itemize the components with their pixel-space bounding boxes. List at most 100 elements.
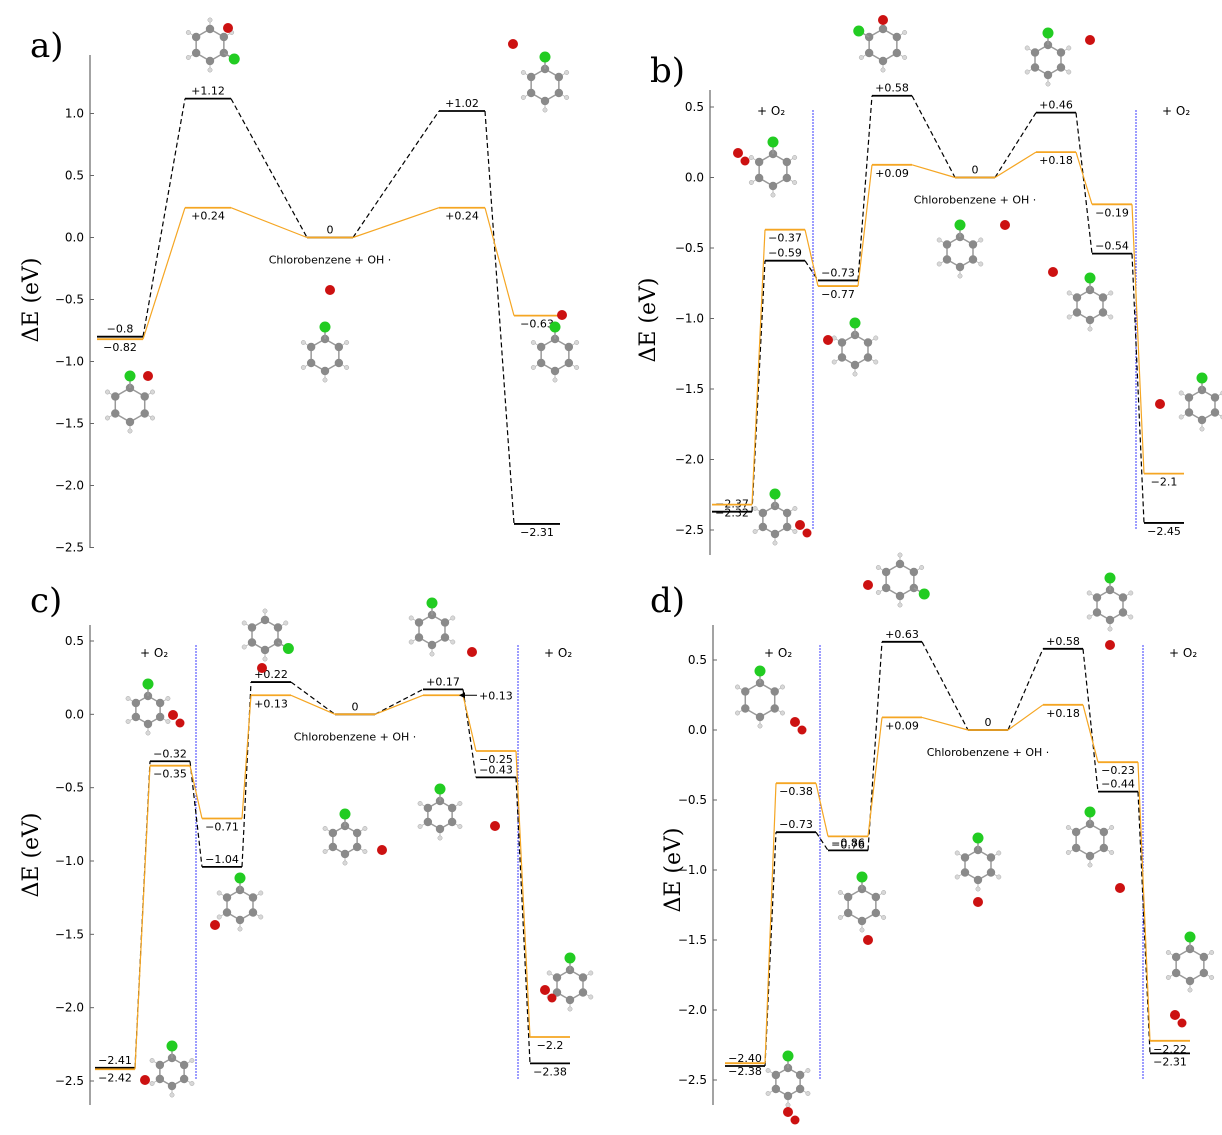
center-label: Chlorobenzene + OH · — [927, 746, 1050, 759]
connector — [1007, 648, 1044, 731]
molecule-structure — [140, 1040, 195, 1098]
molecule-structures — [105, 15, 1222, 1125]
molecule-structure — [1024, 27, 1095, 87]
y-tick-label: −1.0 — [678, 863, 707, 877]
energy-level-label: −0.32 — [153, 747, 187, 760]
molecule-structure — [241, 608, 294, 673]
y-tick-label: −2.0 — [675, 453, 704, 467]
connector — [142, 207, 186, 340]
connector — [994, 112, 1037, 178]
center-label: Chlorobenzene + OH · — [269, 254, 392, 267]
connector — [230, 98, 308, 238]
energy-level-label: −0.73 — [821, 266, 855, 279]
connector — [484, 207, 515, 316]
molecule-structure — [417, 783, 500, 841]
energy-level-label: −0.71 — [205, 820, 239, 833]
connector — [911, 164, 956, 179]
connector — [352, 110, 440, 238]
molecule-structure — [210, 872, 264, 932]
y-tick-label: −2.0 — [678, 1003, 707, 1017]
energy-level-label: +0.46 — [1039, 99, 1073, 112]
connector — [1075, 151, 1093, 205]
connector — [764, 783, 777, 1064]
connector — [230, 207, 308, 239]
series-orange: −0.82 +0.24 +0.24 −0.63 — [97, 206, 560, 354]
center-label: Chlorobenzene + OH · — [914, 194, 1037, 207]
o2-label: + O₂ — [1169, 646, 1197, 660]
energy-level-label: −2.38 — [728, 1065, 762, 1078]
energy-level-label: −0.86 — [831, 836, 865, 849]
connector — [1082, 704, 1099, 763]
connector — [764, 832, 777, 1067]
energy-level-label: −2.41 — [98, 1054, 132, 1067]
molecule-structure — [1086, 572, 1134, 650]
panel-letter: d) — [650, 581, 685, 621]
y-tick-label: 1.0 — [65, 107, 84, 121]
connector — [921, 716, 969, 731]
energy-level-label: −2.45 — [1147, 525, 1181, 538]
connector — [857, 95, 873, 281]
molecule-structure — [765, 1050, 811, 1125]
connector — [1137, 791, 1151, 1054]
molecule-structure — [300, 285, 350, 383]
connector — [1082, 648, 1099, 792]
y-tick-label: 0.5 — [688, 653, 707, 667]
energy-level-label: +0.18 — [1039, 154, 1073, 167]
y-tick-label: −2.5 — [55, 541, 84, 555]
molecule-structure — [936, 219, 1010, 279]
y-axis-label: ΔE (eV) — [19, 257, 44, 342]
connector — [290, 694, 336, 715]
connector — [374, 694, 424, 715]
series-black: −0.8 +1.12 0 +1.02 −2.31 — [97, 85, 560, 539]
energy-level-label: −2.40 — [728, 1052, 762, 1065]
y-tick-label: 0.0 — [685, 171, 704, 185]
panel-b: b) ΔE (eV) 0.5 0.0 −0.5 −1.0 −1.5 −2.0 −2.5 + O₂ +… — [636, 51, 1190, 555]
o2-label: + O₂ — [544, 646, 572, 660]
energy-level-label: +0.58 — [875, 82, 909, 95]
connector — [462, 689, 477, 778]
series-black: −2.37−0.59−0.73+0.580+0.46−0.54−2.45 — [712, 82, 1184, 538]
connector — [462, 695, 477, 752]
energy-level-label: −0.73 — [779, 818, 813, 831]
energy-level-label: −0.23 — [1101, 764, 1135, 777]
molecule-structure — [1048, 267, 1114, 332]
energy-level-label: −0.35 — [153, 768, 187, 781]
y-tick-label: −1.5 — [675, 382, 704, 396]
connector — [911, 95, 956, 178]
energy-level-label: +1.02 — [445, 97, 479, 110]
molecule-structure — [1155, 372, 1222, 432]
molecule-structure — [508, 39, 570, 113]
connector — [1131, 204, 1145, 474]
y-tick-label: 0.0 — [688, 723, 707, 737]
molecule-structure — [752, 488, 812, 546]
molecule-structure — [853, 15, 908, 73]
molecule-structure — [863, 552, 930, 608]
panel-c: c) ΔE (eV) 0.5 0.0 −0.5 −1.0 −1.5 −2.0 −2.5 + O₂ +… — [19, 581, 572, 1105]
o2-label: + O₂ — [1162, 104, 1190, 118]
energy-level-label: −0.19 — [1095, 206, 1129, 219]
connector — [1075, 112, 1093, 254]
molecule-structure — [1065, 806, 1125, 893]
o2-label: + O₂ — [140, 646, 168, 660]
molecule-structure — [837, 871, 887, 945]
y-tick-label: −1.0 — [55, 854, 84, 868]
connector — [804, 229, 819, 287]
energy-level-label: +0.09 — [885, 719, 919, 732]
y-tick-label: −2.5 — [675, 523, 704, 537]
y-axis-label: ΔE (eV) — [19, 812, 44, 897]
energy-level-label: −0.8 — [107, 323, 134, 336]
energy-level-label: 0 — [985, 716, 992, 729]
energy-level-label: +0.24 — [445, 210, 479, 223]
panel-d: d) ΔE (eV) 0.5 0.0 −0.5 −1.0 −1.5 −2.0 −2.5 + O₂ +… — [650, 581, 1197, 1105]
connector — [290, 681, 336, 715]
energy-level-label: −0.54 — [1095, 240, 1129, 253]
energy-level-label: −0.25 — [479, 753, 513, 766]
y-tick-label: 0.0 — [65, 231, 84, 245]
connector — [867, 717, 883, 837]
y-tick-label: 0.0 — [65, 707, 84, 721]
y-tick-label: −0.5 — [678, 793, 707, 807]
energy-level-label: +0.24 — [191, 210, 225, 223]
energy-level-label: −0.77 — [821, 288, 855, 301]
energy-level-label: 0 — [327, 224, 334, 237]
connector — [1007, 704, 1044, 731]
